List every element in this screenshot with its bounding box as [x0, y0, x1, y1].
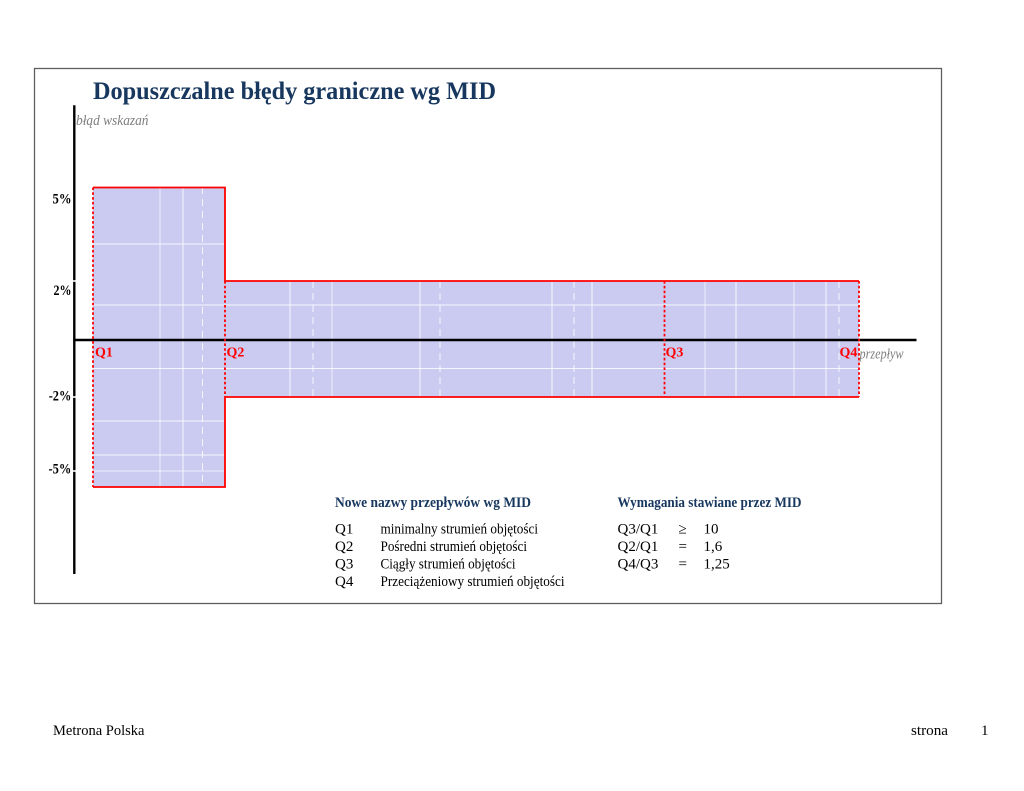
svg-text:2%: 2% — [54, 283, 72, 299]
svg-text:Metrona Polska: Metrona Polska — [53, 723, 145, 739]
svg-text:błąd wskazań: błąd wskazań — [76, 113, 149, 129]
svg-text:przepływ: przepływ — [859, 347, 904, 363]
svg-text:Wymagania stawiane przez MID: Wymagania stawiane przez MID — [618, 495, 802, 511]
svg-text:≥: ≥ — [679, 522, 687, 538]
svg-text:Q4: Q4 — [840, 346, 858, 361]
svg-text:-5%: -5% — [49, 462, 72, 478]
svg-text:Q2/Q1: Q2/Q1 — [618, 539, 659, 555]
svg-text:minimalny strumień objętości: minimalny strumień objętości — [381, 522, 539, 538]
svg-text:5%: 5% — [53, 192, 72, 208]
svg-text:Dopuszczalne błędy graniczne w: Dopuszczalne błędy graniczne wg MID — [93, 78, 496, 105]
svg-text:1: 1 — [981, 723, 989, 739]
svg-text:1,25: 1,25 — [704, 557, 730, 573]
svg-text:-2%: -2% — [49, 389, 72, 405]
svg-text:Q2: Q2 — [335, 539, 353, 555]
svg-text:Q3: Q3 — [666, 346, 684, 361]
svg-text:Q1: Q1 — [95, 346, 113, 361]
svg-text:strona: strona — [911, 723, 948, 739]
svg-text:Q1: Q1 — [335, 522, 353, 538]
svg-text:Nowe nazwy przepływów wg MID: Nowe nazwy przepływów wg MID — [335, 495, 531, 511]
svg-text:1,6: 1,6 — [704, 539, 723, 555]
svg-text:Ciągły strumień objętości: Ciągły strumień objętości — [381, 557, 516, 573]
svg-text:Przeciążeniowy strumień objęto: Przeciążeniowy strumień objętości — [381, 574, 565, 590]
svg-text:Q3: Q3 — [335, 557, 353, 573]
svg-text:10: 10 — [704, 522, 719, 538]
svg-text:Q3/Q1: Q3/Q1 — [618, 522, 659, 538]
svg-text:Pośredni strumień objętości: Pośredni strumień objętości — [381, 539, 528, 555]
svg-text:Q2: Q2 — [227, 346, 245, 361]
svg-text:Q4: Q4 — [335, 574, 354, 590]
svg-text:=: = — [679, 557, 687, 573]
svg-text:=: = — [679, 539, 687, 555]
svg-text:Q4/Q3: Q4/Q3 — [618, 557, 659, 573]
